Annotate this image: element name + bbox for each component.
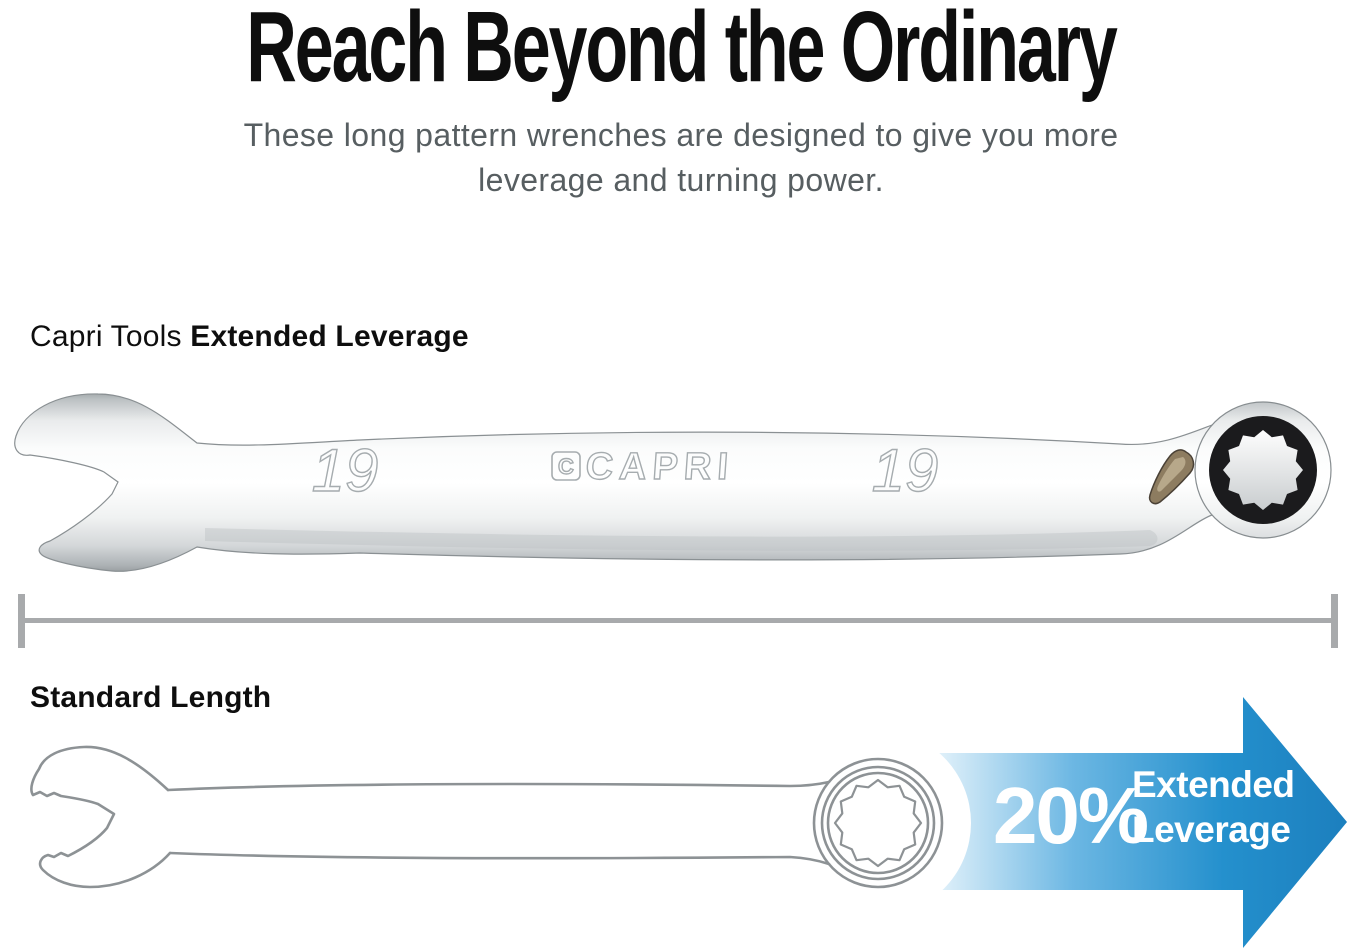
length-measure-line — [21, 618, 1337, 623]
outline-open-end-jaw — [30, 745, 172, 889]
outline-ring-mid — [820, 765, 936, 881]
subtitle-line-2: leverage and turning power. — [478, 162, 884, 198]
standard-length-label: Standard Length — [30, 681, 272, 714]
subtitle: These long pattern wrenches are designed… — [0, 113, 1362, 203]
ratchet-socket-opening — [1223, 430, 1303, 510]
brand-logo-text: CAPRI — [584, 446, 735, 488]
outline-socket-opening — [833, 778, 923, 868]
badge-caption-line-1: Extended — [1132, 764, 1295, 805]
lever-highlight — [1157, 457, 1186, 492]
subtitle-line-1: These long pattern wrenches are designed… — [243, 117, 1119, 153]
brand-name: Capri Tools — [30, 320, 182, 353]
size-marking-left: 19 — [312, 437, 379, 504]
extended-leverage-arrow — [912, 697, 1347, 948]
badge-percent: 20% — [992, 771, 1149, 860]
shaft-shading — [205, 528, 1158, 551]
extended-wrench-photo: 19 19 C CAPRI — [14, 393, 1332, 572]
arrow-halo — [785, 730, 971, 916]
standard-wrench-outline — [30, 745, 944, 889]
brand-logo-engraving: C CAPRI — [551, 445, 736, 489]
badge-caption-line-2: Leverage — [1132, 809, 1291, 850]
size-marking-right: 19 — [872, 437, 939, 504]
wrench-body — [14, 393, 1332, 572]
outline-ring-outer — [812, 757, 944, 889]
outline-ring-inner — [826, 771, 930, 875]
outline-shaft-top — [166, 780, 831, 792]
brand-logo-prefix: C — [558, 454, 574, 479]
extended-label-bold: Extended Leverage — [190, 320, 469, 353]
measure-tick-right — [1331, 594, 1338, 648]
standard-wrench-and-arrow — [30, 697, 1347, 948]
extended-leverage-label: Capri Tools Extended Leverage — [30, 320, 469, 354]
page-title: Reach Beyond the Ordinary — [246, 0, 1117, 103]
outline-shaft-bottom — [168, 851, 831, 866]
badge-caption: Extended Leverage — [1132, 762, 1295, 852]
open-end-jaw — [14, 393, 1213, 572]
engravings: 19 19 C CAPRI — [311, 436, 939, 504]
